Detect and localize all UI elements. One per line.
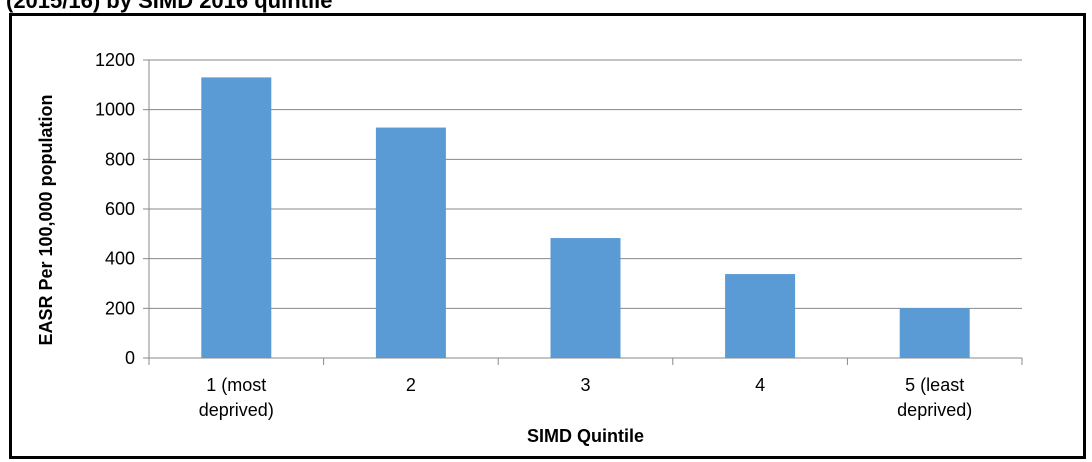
y-tick-label: 1000 (95, 100, 135, 120)
x-tick-label: 1 (most deprived) (199, 375, 274, 420)
bar-4 (725, 274, 796, 358)
x-tick-label: 3 (580, 375, 590, 395)
x-axis-title: SIMD Quintile (527, 426, 644, 446)
bar-1 (201, 77, 272, 358)
x-tick-labels: 1 (most deprived) 2 3 4 5 (least deprived) (199, 375, 972, 420)
page-title: (2015/16) by SIMD 2016 quintile (6, 0, 333, 13)
y-tick-label: 0 (125, 348, 135, 368)
y-tick-label: 200 (105, 298, 135, 318)
bar-3 (550, 238, 621, 358)
y-tick-label: 400 (105, 249, 135, 269)
gridlines (143, 59, 1022, 359)
axes (148, 60, 1023, 365)
y-tick-label: 1200 (95, 50, 135, 70)
y-tick-labels: 0 200 400 600 800 1000 1200 (95, 50, 135, 368)
y-axis-title: EASR Per 100,000 population (36, 94, 56, 345)
x-tick-label: 5 (least deprived) (897, 375, 972, 420)
y-tick-label: 600 (105, 199, 135, 219)
chart-frame: 0 200 400 600 800 1000 1200 1 (most deprived) 2 3… (9, 13, 1086, 459)
x-tick-label: 4 (755, 375, 765, 395)
bars (201, 77, 970, 359)
bar-5 (899, 308, 970, 358)
bar-chart: 0 200 400 600 800 1000 1200 1 (most deprived) 2 3… (36, 50, 1023, 446)
y-tick-label: 800 (105, 149, 135, 169)
x-tick-label: 2 (406, 375, 416, 395)
bar-2 (375, 127, 446, 359)
